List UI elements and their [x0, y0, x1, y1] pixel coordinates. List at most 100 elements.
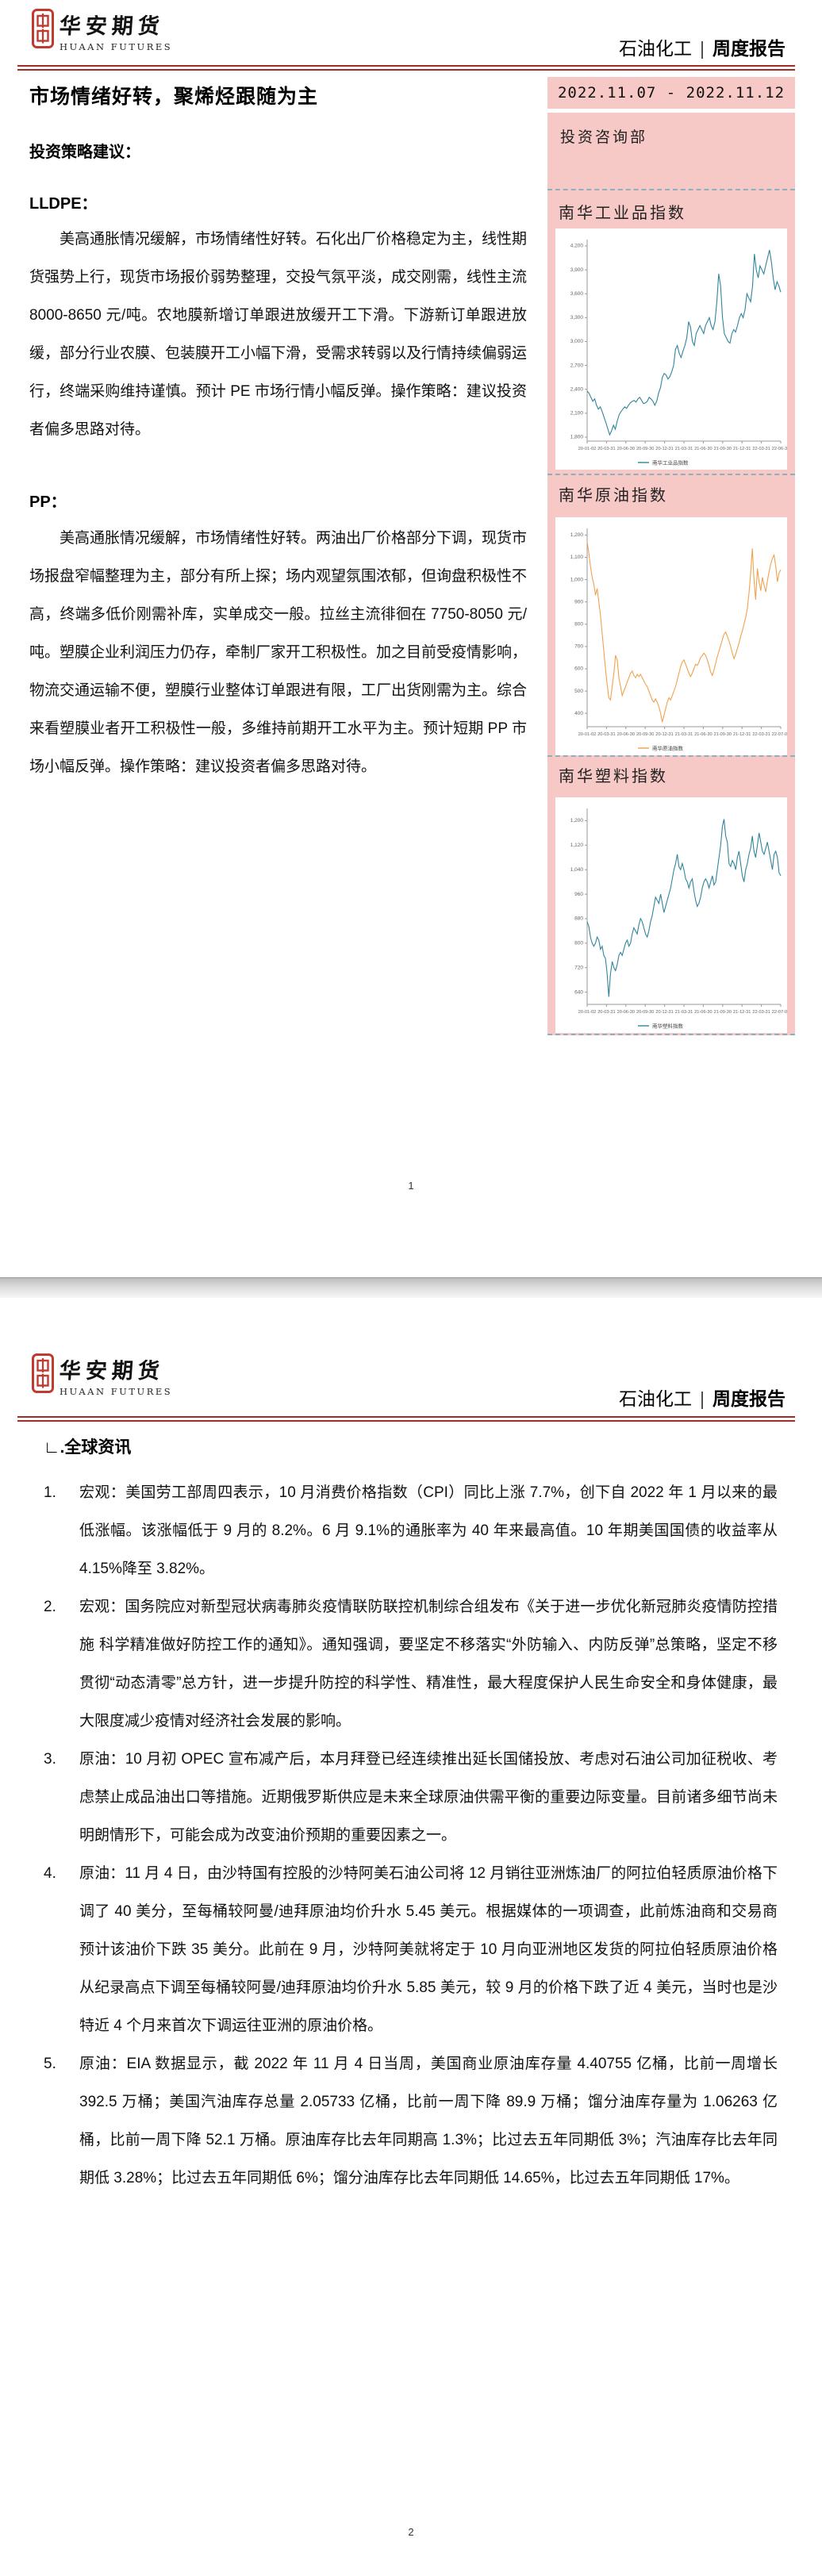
svg-text:2,400: 2,400 [570, 386, 584, 392]
svg-text:1,200: 1,200 [570, 818, 584, 823]
report-separator: | [700, 38, 705, 59]
section-heading-pp: PP： [29, 493, 67, 511]
svg-text:南华原油指数: 南华原油指数 [652, 745, 684, 752]
svg-text:3,300: 3,300 [570, 315, 584, 321]
section-body-pp: 美高通胀情况缓解，市场情绪性好转。两油出厂价格部分下调，现货市场报盘窄幅整理为主… [29, 530, 528, 775]
svg-text:900: 900 [574, 599, 583, 605]
sidebar-divider [547, 1034, 795, 1035]
svg-text:20-06-30: 20-06-30 [617, 447, 635, 451]
logo-emblem-icon [32, 9, 54, 52]
news-item-number: 1. [44, 1484, 56, 1501]
svg-text:22-06-30: 22-06-30 [772, 447, 787, 451]
svg-text:720: 720 [574, 965, 583, 970]
svg-text:20-03-31: 20-03-31 [597, 732, 615, 737]
brand-name-cn: 华安期货 [58, 1359, 165, 1384]
news-item-text: 宏观：国务院应对新型冠状病毒肺炎疫情联防联控机制综合组发布《关于进一步优化新冠肺… [79, 1599, 778, 1729]
header-divider [17, 1416, 795, 1422]
svg-text:2,700: 2,700 [570, 363, 584, 368]
page-divider-band [0, 1277, 822, 1298]
news-item-1: 1. 宏观：美国劳工部周四表示，10 月消费价格指数（CPI）同比上涨 7.7%，… [44, 1474, 778, 1588]
logo-emblem-icon [32, 1353, 54, 1397]
section-body-lldpe: 美高通胀情况缓解，市场情绪性好转。石化出厂价格稳定为主，线性期货强势上行，现货市… [29, 231, 528, 438]
svg-text:400: 400 [574, 711, 583, 716]
news-item-text: 原油：EIA 数据显示，截 2022 年 11 月 4 日当周，美国商业原油库存… [79, 2056, 778, 2186]
report-kind: 周度报告 [713, 38, 786, 59]
svg-text:21-12-31: 21-12-31 [733, 1010, 751, 1015]
sidebar-divider [547, 474, 795, 475]
svg-text:21-06-30: 21-06-30 [694, 1010, 712, 1015]
news-item-number: 2. [44, 1599, 56, 1615]
sidebar-divider [547, 189, 795, 190]
news-item-text: 原油：10 月初 OPEC 宣布减产后，本月拜登已经连续推出延长国储投放、考虑对… [79, 1751, 778, 1844]
svg-text:640: 640 [574, 989, 583, 995]
svg-text:800: 800 [574, 622, 583, 628]
svg-text:800: 800 [574, 941, 583, 946]
svg-text:22-07-01: 22-07-01 [772, 1010, 787, 1015]
strategy-heading: 投资策略建议： [29, 144, 140, 161]
svg-text:960: 960 [574, 892, 583, 897]
svg-text:21-09-30: 21-09-30 [714, 447, 732, 451]
svg-text:1,120: 1,120 [570, 843, 584, 848]
page-1: 华安期货 HUAAN FUTURES 石油化工 | 周度报告 市场情绪好转，聚烯烃跟… [0, 0, 822, 1277]
svg-text:22-03-31: 22-03-31 [752, 1010, 770, 1015]
svg-text:21-09-30: 21-09-30 [714, 1010, 732, 1015]
chart-nanhua-crude: 400 500 600 700 800 900 1,000 1,100 1,200 20-01-0… [555, 517, 789, 755]
news-item-text: 宏观：美国劳工部周四表示，10 月消费价格指数（CPI）同比上涨 7.7%，创下… [79, 1484, 778, 1577]
global-news-heading: ∟.全球资讯 [44, 1438, 132, 1457]
svg-text:南华塑料指数: 南华塑料指数 [652, 1023, 684, 1030]
chart-title-plastics: 南华塑料指数 [559, 766, 668, 785]
svg-text:1,800: 1,800 [570, 435, 584, 440]
department-label: 投资咨询部 [560, 129, 648, 146]
svg-text:20-12-31: 20-12-31 [655, 732, 673, 737]
svg-text:1,040: 1,040 [570, 867, 584, 873]
svg-text:20-09-30: 20-09-30 [636, 732, 654, 737]
svg-text:1,000: 1,000 [570, 577, 584, 582]
report-industry: 石油化工 [619, 1388, 693, 1409]
svg-text:20-12-31: 20-12-31 [655, 447, 673, 451]
svg-text:20-06-30: 20-06-30 [617, 1010, 635, 1015]
report-industry: 石油化工 [619, 38, 693, 59]
svg-text:21-09-30: 21-09-30 [714, 732, 732, 737]
svg-text:20-01-02: 20-01-02 [578, 447, 596, 451]
svg-text:2,100: 2,100 [570, 411, 584, 417]
news-item-5: 5. 原油：EIA 数据显示，截 2022 年 11 月 4 日当周，美国商业原油… [44, 2045, 778, 2198]
svg-text:3,000: 3,000 [570, 339, 584, 344]
svg-text:20-03-31: 20-03-31 [597, 1010, 615, 1015]
page-2: 华安期货 HUAAN FUTURES 石油化工 | 周度报告 ∟.全球资讯 1. 宏观… [0, 1298, 822, 2576]
svg-text:600: 600 [574, 666, 583, 672]
news-item-number: 4. [44, 1865, 56, 1882]
svg-text:1,100: 1,100 [570, 555, 584, 560]
section-heading-lldpe: LLDPE： [29, 195, 98, 213]
svg-text:21-12-31: 21-12-31 [733, 447, 751, 451]
company-logo: 华安期货 HUAAN FUTURES [32, 9, 172, 52]
news-item-4: 4. 原油：11 月 4 日，由沙特国有控股的沙特阿美石油公司将 12 月销往亚洲… [44, 1855, 778, 2045]
report-separator: | [700, 1388, 705, 1409]
header-divider [17, 65, 795, 71]
page-number: 1 [408, 1180, 414, 1192]
charts-sidebar: 投资咨询部 南华工业品指数 1,800 2,100 2,400 2,700 3,000 3… [547, 113, 795, 1035]
svg-text:21-12-31: 21-12-31 [733, 732, 751, 737]
svg-text:21-03-31: 21-03-31 [675, 1010, 693, 1015]
report-type-label: 石油化工 | 周度报告 [619, 33, 786, 60]
news-item-text: 原油：11 月 4 日，由沙特国有控股的沙特阿美石油公司将 12 月销往亚洲炼油… [79, 1865, 778, 2034]
page-number: 2 [408, 2526, 414, 2538]
chart-title-crude: 南华原油指数 [559, 486, 668, 505]
svg-text:22-03-31: 22-03-31 [752, 447, 770, 451]
svg-text:22-07-01: 22-07-01 [772, 732, 787, 737]
svg-text:21-03-31: 21-03-31 [675, 732, 693, 737]
company-logo: 华安期货 HUAAN FUTURES [32, 1353, 172, 1397]
svg-text:21-06-30: 21-06-30 [694, 732, 712, 737]
news-item-3: 3. 原油：10 月初 OPEC 宣布减产后，本月拜登已经连续推出延长国储投放、考… [44, 1741, 778, 1855]
chart-title-industrial: 南华工业品指数 [559, 203, 686, 222]
date-range-badge: 2022.11.07 - 2022.11.12 [547, 77, 795, 109]
svg-text:20-01-02: 20-01-02 [578, 1010, 596, 1015]
svg-text:20-09-30: 20-09-30 [636, 1010, 654, 1015]
svg-text:21-03-31: 21-03-31 [675, 447, 693, 451]
chart-nanhua-plastics: 640 720 800 880 960 1,040 1,120 1,200 20-01-02 20… [555, 797, 789, 1033]
svg-text:3,900: 3,900 [570, 267, 584, 273]
svg-text:20-06-30: 20-06-30 [617, 732, 635, 737]
global-news-list: 1. 宏观：美国劳工部周四表示，10 月消费价格指数（CPI）同比上涨 7.7%，… [44, 1474, 778, 2198]
svg-text:500: 500 [574, 689, 583, 694]
brand-name-en: HUAAN FUTURES [60, 41, 173, 52]
page-title: 市场情绪好转，聚烯烃跟随为主 [29, 86, 319, 108]
